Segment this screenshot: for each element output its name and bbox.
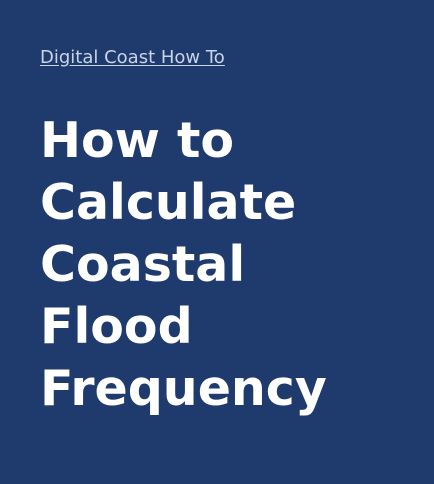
page-title-line: Coastal	[40, 236, 246, 293]
page-title-line: How to	[40, 112, 235, 169]
breadcrumb-link-digital-coast-how-to[interactable]: Digital Coast How To	[40, 47, 225, 68]
page-title-line: Flood	[40, 298, 193, 355]
page-title-line: Frequency	[40, 360, 327, 417]
page-title: How to Calculate Coastal Flood Frequency	[40, 110, 404, 420]
page-title-line: Calculate	[40, 174, 297, 231]
